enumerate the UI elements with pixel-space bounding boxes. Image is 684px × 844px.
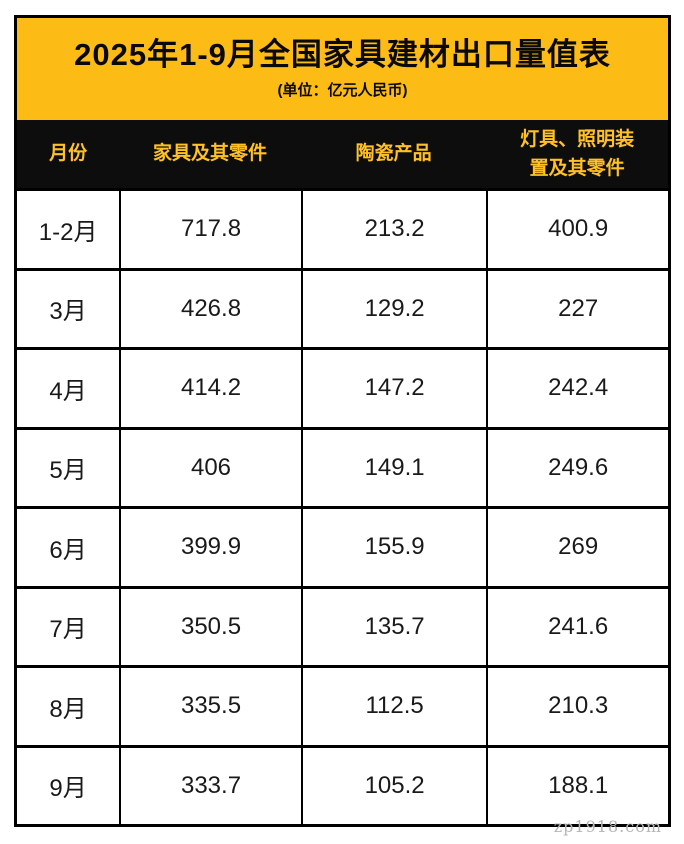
furniture-value-cell: 414.2 xyxy=(119,350,301,427)
table-row: 6月 399.9 155.9 269 xyxy=(17,506,668,586)
month-cell: 8月 xyxy=(17,668,120,745)
lighting-value-cell: 210.3 xyxy=(486,668,668,745)
month-cell: 5月 xyxy=(17,429,120,506)
ceramics-value-cell: 129.2 xyxy=(300,270,487,347)
title-band: 2025年1-9月全国家具建材出口量值表 (单位：亿元人民币) xyxy=(17,18,668,120)
lighting-value-cell: 400.9 xyxy=(486,191,668,268)
ceramics-value-cell: 105.2 xyxy=(300,747,487,824)
furniture-value-cell: 333.7 xyxy=(119,747,301,824)
column-header-furniture: 家具及其零件 xyxy=(153,143,268,165)
export-data-table: 2025年1-9月全国家具建材出口量值表 (单位：亿元人民币) 月份 家具及其零… xyxy=(14,15,671,827)
table-row: 1-2月 717.8 213.2 400.9 xyxy=(17,188,668,268)
lighting-value-cell: 242.4 xyxy=(486,350,668,427)
ceramics-value-cell: 147.2 xyxy=(300,350,487,427)
column-header-ceramics: 陶瓷产品 xyxy=(355,143,432,165)
lighting-value-cell: 269 xyxy=(486,509,668,586)
month-cell: 1-2月 xyxy=(17,191,120,268)
table-row: 4月 414.2 147.2 242.4 xyxy=(17,347,668,427)
watermark: zp1918.com xyxy=(553,817,662,836)
furniture-value-cell: 335.5 xyxy=(119,668,301,745)
ceramics-value-cell: 213.2 xyxy=(300,191,487,268)
lighting-value-cell: 241.6 xyxy=(486,588,668,665)
ceramics-value-cell: 135.7 xyxy=(300,588,487,665)
table-row: 3月 426.8 129.2 227 xyxy=(17,267,668,347)
ceramics-value-cell: 149.1 xyxy=(300,429,487,506)
lighting-value-cell: 249.6 xyxy=(486,429,668,506)
furniture-value-cell: 350.5 xyxy=(119,588,301,665)
furniture-value-cell: 426.8 xyxy=(119,270,301,347)
month-cell: 3月 xyxy=(17,270,120,347)
month-cell: 9月 xyxy=(17,747,120,824)
furniture-value-cell: 406 xyxy=(119,429,301,506)
month-cell: 7月 xyxy=(17,588,120,665)
lighting-value-cell: 188.1 xyxy=(486,747,668,824)
column-header-lighting: 灯具、照明装置及其零件 xyxy=(520,128,635,179)
page-title: 2025年1-9月全国家具建材出口量值表 xyxy=(74,37,611,73)
table-row: 9月 333.7 105.2 188.1 xyxy=(17,744,668,824)
table-row: 7月 350.5 135.7 241.6 xyxy=(17,585,668,665)
table-row: 5月 406 149.1 249.6 xyxy=(17,426,668,506)
unit-subtitle: (单位：亿元人民币) xyxy=(277,81,408,99)
ceramics-value-cell: 155.9 xyxy=(300,509,487,586)
column-header-month: 月份 xyxy=(49,143,88,165)
ceramics-value-cell: 112.5 xyxy=(300,668,487,745)
furniture-value-cell: 717.8 xyxy=(119,191,301,268)
month-cell: 4月 xyxy=(17,350,120,427)
lighting-value-cell: 227 xyxy=(486,270,668,347)
table-row: 8月 335.5 112.5 210.3 xyxy=(17,665,668,745)
month-cell: 6月 xyxy=(17,509,120,586)
column-header-row: 月份 家具及其零件 陶瓷产品 灯具、照明装置及其零件 xyxy=(17,120,668,188)
furniture-value-cell: 399.9 xyxy=(119,509,301,586)
